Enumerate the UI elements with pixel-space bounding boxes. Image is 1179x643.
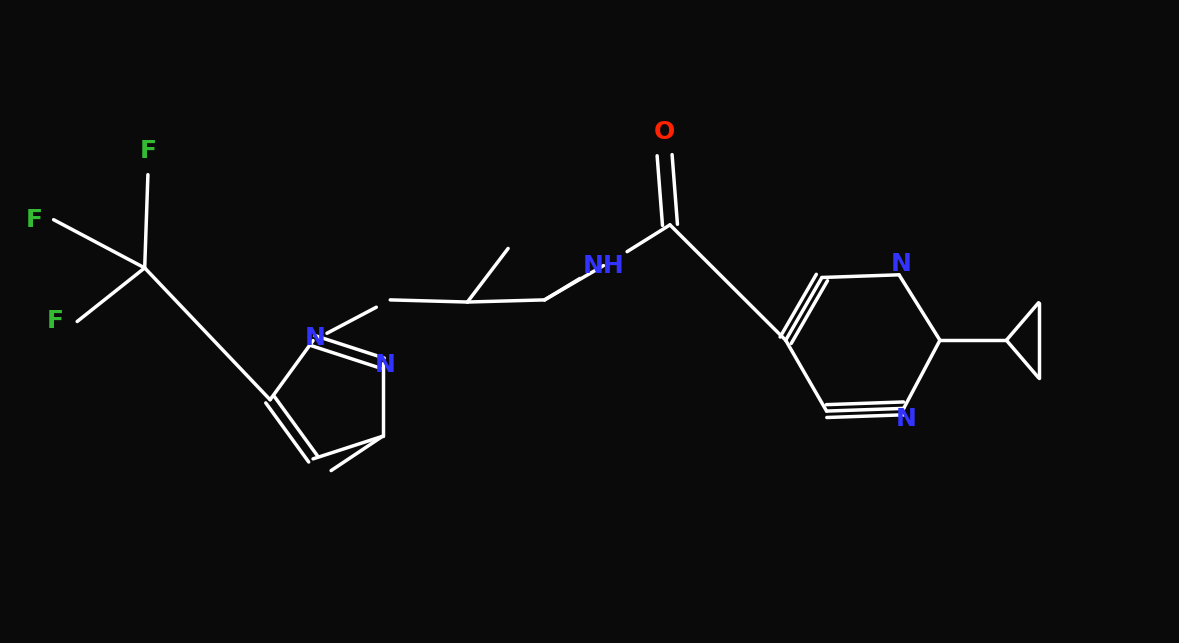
Text: N: N: [374, 354, 395, 377]
Text: N: N: [304, 327, 325, 350]
Text: F: F: [139, 139, 157, 163]
Text: NH: NH: [582, 253, 625, 278]
Text: N: N: [891, 252, 911, 276]
Text: O: O: [654, 120, 676, 143]
Text: F: F: [26, 208, 42, 231]
Text: F: F: [47, 309, 64, 334]
Text: N: N: [895, 407, 916, 431]
